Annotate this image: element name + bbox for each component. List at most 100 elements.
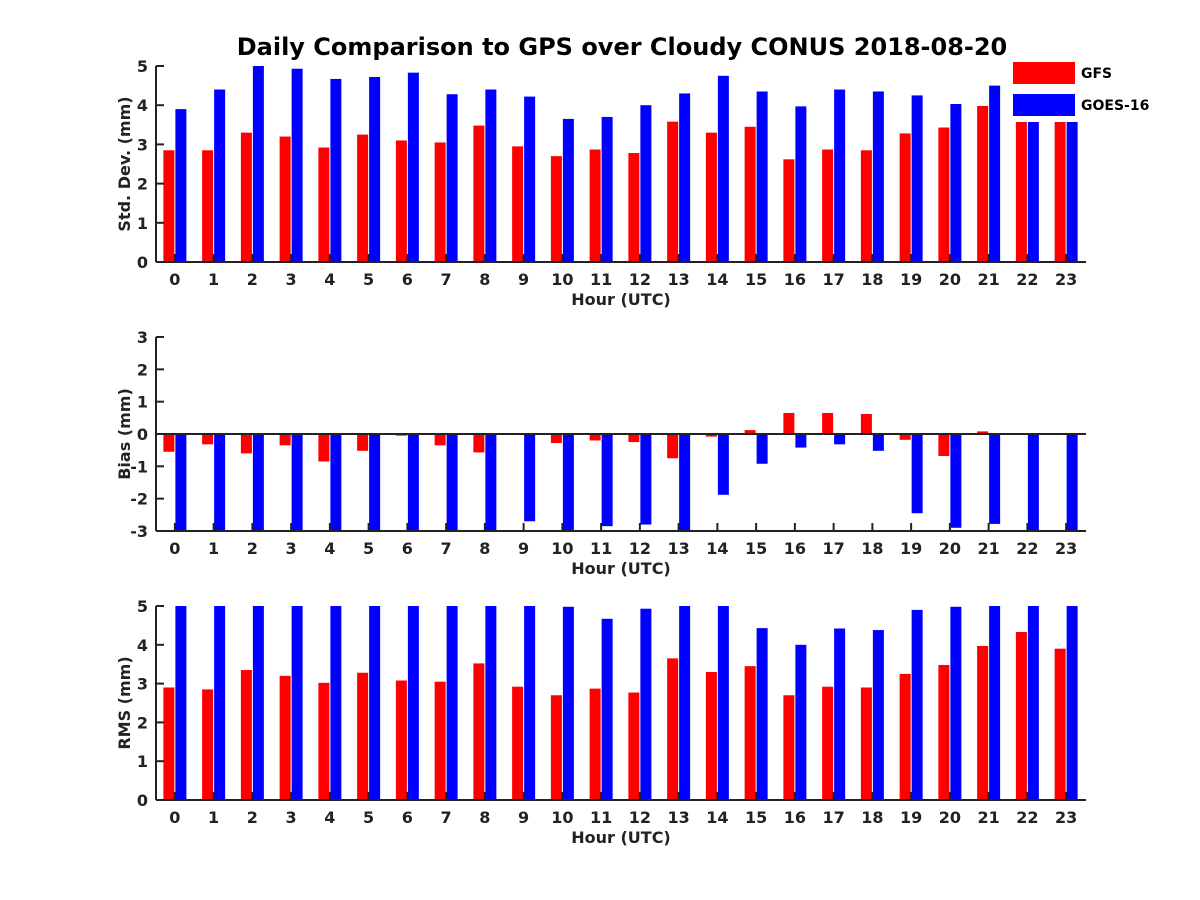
stddev-bar-gfs-8 xyxy=(473,125,485,262)
bias-x-tick-label: 22 xyxy=(1016,539,1038,558)
rms-y-tick-label: 1 xyxy=(137,752,148,771)
rms-x-tick-label: 12 xyxy=(629,808,651,827)
rms-bar-gfs-20 xyxy=(938,664,950,800)
rms-bar-gfs-1 xyxy=(202,689,214,800)
rms-bar-goes16-9 xyxy=(524,606,536,800)
rms-x-tick-label: 5 xyxy=(363,808,374,827)
rms-bar-goes16-13 xyxy=(679,606,691,800)
stddev-x-tick-label: 16 xyxy=(784,270,806,289)
legend-swatch-gfs xyxy=(1013,62,1075,84)
bias-x-tick-label: 18 xyxy=(861,539,883,558)
stddev-x-tick-label: 20 xyxy=(939,270,961,289)
bias-bar-gfs-4 xyxy=(318,434,330,462)
stddev-bar-goes16-1 xyxy=(214,89,226,263)
rms-bar-gfs-0 xyxy=(163,687,175,800)
rms-x-axis-title: Hour (UTC) xyxy=(571,828,671,847)
rms-bar-goes16-14 xyxy=(717,606,729,800)
rms-bar-goes16-12 xyxy=(640,608,652,800)
rms-bar-goes16-23 xyxy=(1066,606,1078,800)
stddev-x-tick-label: 6 xyxy=(402,270,413,289)
rms-bar-gfs-6 xyxy=(395,680,407,800)
stddev-bar-gfs-2 xyxy=(240,132,252,262)
stddev-bar-goes16-7 xyxy=(446,94,458,262)
rms-bar-goes16-5 xyxy=(369,606,381,800)
stddev-bar-gfs-16 xyxy=(783,159,795,262)
bias-y-axis-title: Bias (mm) xyxy=(115,388,134,480)
rms-bar-gfs-15 xyxy=(744,666,756,800)
bias-bar-goes16-2 xyxy=(252,434,264,531)
rms-x-tick-label: 21 xyxy=(977,808,999,827)
stddev-x-tick-label: 9 xyxy=(518,270,529,289)
stddev-bar-goes16-21 xyxy=(989,85,1001,262)
bias-bar-gfs-0 xyxy=(163,434,175,452)
bias-x-tick-label: 2 xyxy=(247,539,258,558)
chart-title: Daily Comparison to GPS over Cloudy CONU… xyxy=(237,33,1008,61)
stddev-bar-gfs-0 xyxy=(163,150,175,262)
bias-bar-goes16-4 xyxy=(330,434,342,531)
rms-bar-goes16-15 xyxy=(756,628,768,800)
bias-bar-gfs-2 xyxy=(240,434,252,454)
stddev-y-tick-label: 3 xyxy=(137,135,148,154)
bias-bar-goes16-6 xyxy=(407,434,419,531)
bias-bar-gfs-7 xyxy=(434,434,446,446)
bias-y-tick-label: 0 xyxy=(137,425,148,444)
bias-x-tick-label: 13 xyxy=(667,539,689,558)
stddev-x-axis-title: Hour (UTC) xyxy=(571,290,671,309)
rms-bar-gfs-19 xyxy=(899,673,911,800)
stddev-bar-gfs-22 xyxy=(1015,92,1027,262)
rms-bar-goes16-3 xyxy=(291,606,303,800)
stddev-bar-gfs-20 xyxy=(938,127,950,262)
stddev-bar-gfs-13 xyxy=(667,121,679,262)
stddev-x-tick-label: 12 xyxy=(629,270,651,289)
bias-bar-goes16-23 xyxy=(1066,434,1078,531)
bias-bar-gfs-15 xyxy=(744,430,756,434)
rms-bar-gfs-22 xyxy=(1015,632,1027,800)
stddev-x-tick-label: 23 xyxy=(1055,270,1077,289)
bias-x-tick-label: 4 xyxy=(324,539,335,558)
stddev-bar-gfs-12 xyxy=(628,153,640,262)
stddev-bar-gfs-4 xyxy=(318,147,330,262)
bias-x-tick-label: 14 xyxy=(706,539,728,558)
stddev-bar-gfs-17 xyxy=(822,149,834,262)
bias-bar-goes16-20 xyxy=(950,434,962,528)
stddev-x-tick-label: 10 xyxy=(551,270,573,289)
rms-bar-gfs-7 xyxy=(434,681,446,800)
rms-bar-gfs-13 xyxy=(667,658,679,800)
bias-x-tick-label: 9 xyxy=(518,539,529,558)
bias-bar-gfs-17 xyxy=(822,412,834,434)
bias-x-tick-label: 19 xyxy=(900,539,922,558)
rms-bar-goes16-4 xyxy=(330,606,342,800)
stddev-bar-goes16-8 xyxy=(485,89,497,263)
rms-y-tick-label: 3 xyxy=(137,675,148,694)
rms-bar-gfs-10 xyxy=(550,695,562,800)
rms-bar-goes16-6 xyxy=(407,606,419,800)
bias-bar-goes16-11 xyxy=(601,434,613,527)
bias-bar-goes16-10 xyxy=(562,434,574,531)
stddev-bar-gfs-18 xyxy=(860,150,872,262)
stddev-y-axis-title: Std. Dev. (mm) xyxy=(115,96,134,231)
rms-x-tick-label: 22 xyxy=(1016,808,1038,827)
stddev-x-tick-label: 22 xyxy=(1016,270,1038,289)
rms-bar-gfs-2 xyxy=(240,670,252,800)
bias-x-tick-label: 3 xyxy=(286,539,297,558)
bias-x-tick-label: 8 xyxy=(479,539,490,558)
bias-x-tick-label: 5 xyxy=(363,539,374,558)
stddev-bar-goes16-12 xyxy=(640,105,652,262)
stddev-x-tick-label: 15 xyxy=(745,270,767,289)
bias-bar-gfs-10 xyxy=(550,434,562,444)
stddev-x-tick-label: 4 xyxy=(324,270,335,289)
rms-x-tick-label: 1 xyxy=(208,808,219,827)
bias-bar-gfs-12 xyxy=(628,434,640,443)
bias-bar-gfs-21 xyxy=(977,431,989,434)
bias-bar-goes16-0 xyxy=(175,434,187,531)
stddev-bar-goes16-11 xyxy=(601,116,613,263)
stddev-bar-goes16-19 xyxy=(911,95,923,263)
rms-x-tick-label: 2 xyxy=(247,808,258,827)
rms-bar-goes16-20 xyxy=(950,606,962,800)
stddev-x-tick-label: 21 xyxy=(977,270,999,289)
bias-bar-goes16-19 xyxy=(911,434,923,514)
bias-bar-gfs-20 xyxy=(938,434,950,456)
stddev-bar-gfs-15 xyxy=(744,126,756,262)
bias-y-tick-label: -3 xyxy=(130,522,148,541)
